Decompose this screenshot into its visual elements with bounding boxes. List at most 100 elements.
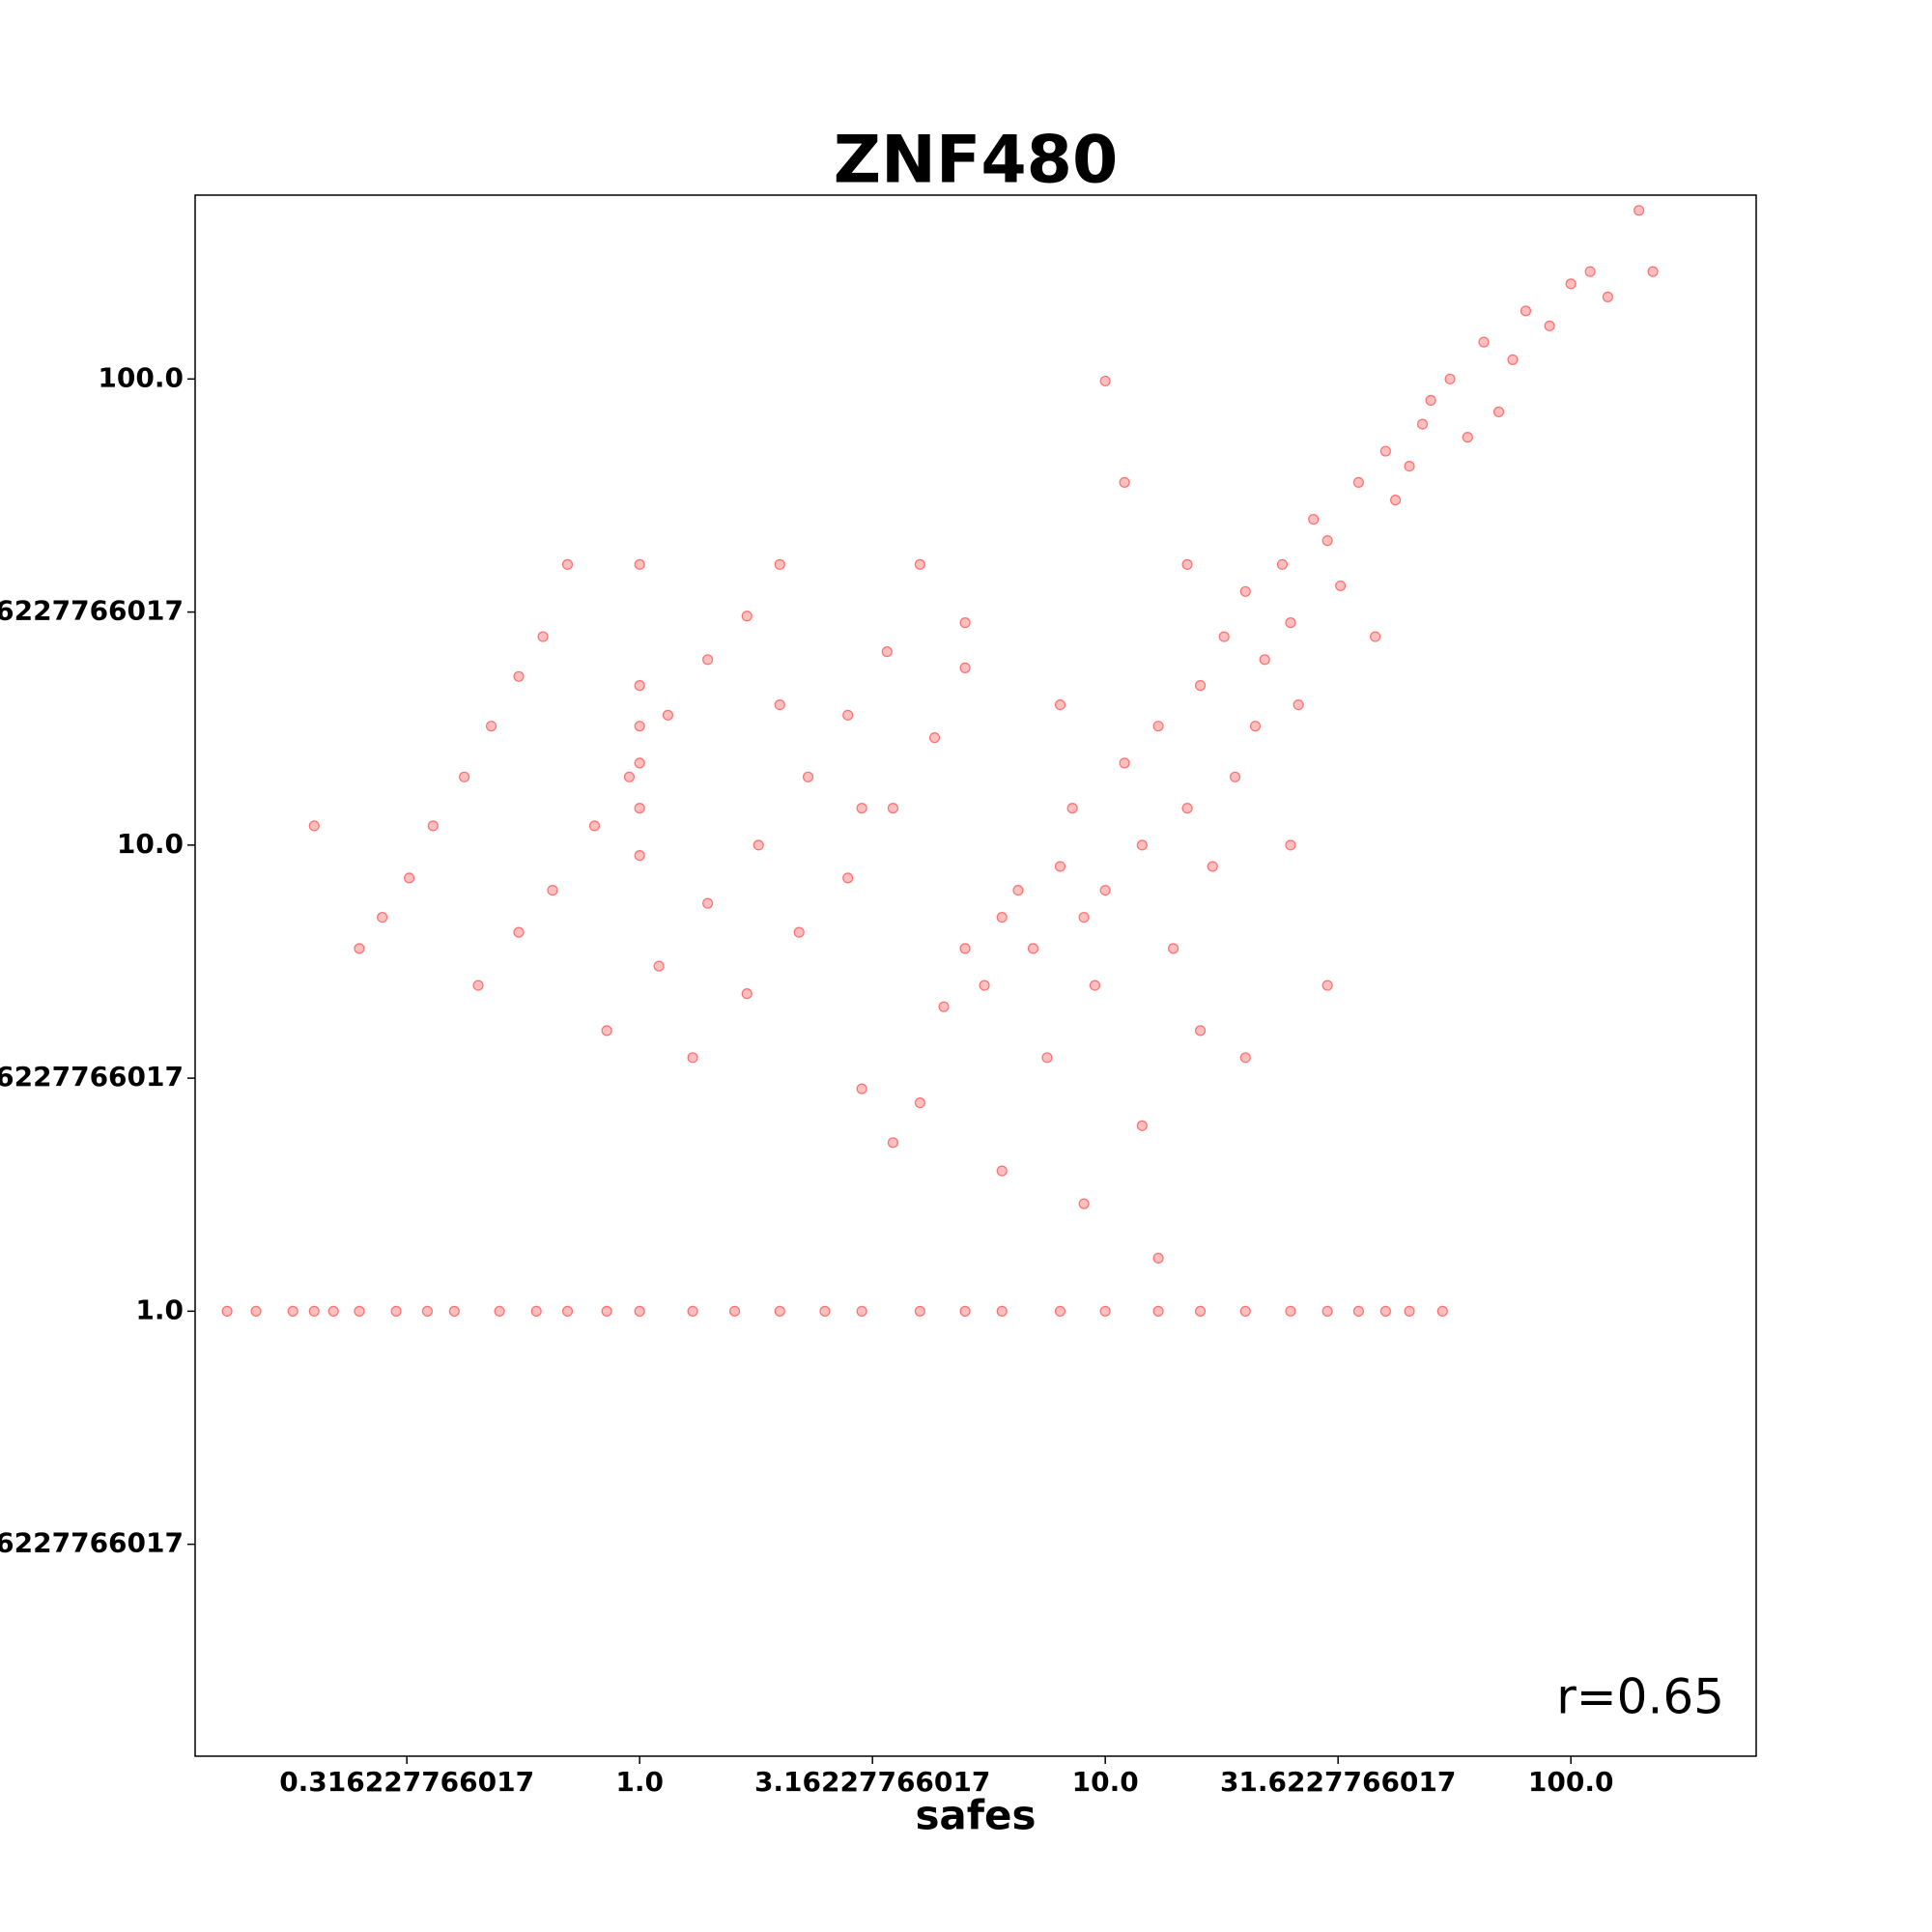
scatter-point xyxy=(1099,885,1111,896)
scatter-point xyxy=(959,662,971,673)
scatter-point xyxy=(856,1305,867,1317)
scatter-point xyxy=(1544,320,1555,331)
scatter-point xyxy=(1565,278,1577,290)
scatter-point xyxy=(1168,943,1179,954)
scatter-point xyxy=(221,1305,233,1317)
x-tick-label: 1.0 xyxy=(615,1766,664,1798)
scatter-point xyxy=(1370,631,1381,642)
scatter-point xyxy=(421,1305,434,1317)
scatter-point xyxy=(1239,1052,1251,1064)
scatter-point xyxy=(1194,680,1207,692)
scatter-point xyxy=(959,617,971,629)
scatter-point xyxy=(485,721,497,732)
scatter-point xyxy=(653,960,665,972)
scatter-point xyxy=(561,1305,574,1317)
scatter-point xyxy=(887,1137,899,1149)
scatter-point xyxy=(1478,336,1490,348)
y-tick-label: 10.0 xyxy=(117,828,184,860)
scatter-point xyxy=(774,558,785,570)
x-tick-label: 0.316227766017 xyxy=(279,1766,534,1798)
correlation-annotation: r=0.65 xyxy=(1556,1669,1724,1725)
scatter-point xyxy=(1041,1052,1053,1064)
scatter-point xyxy=(1404,1305,1415,1317)
scatter-point xyxy=(1425,394,1436,407)
scatter-point xyxy=(308,1305,320,1317)
scatter-point xyxy=(634,849,645,862)
scatter-point xyxy=(996,911,1008,923)
scatter-point xyxy=(1089,980,1101,991)
scatter-point xyxy=(1181,558,1193,570)
scatter-point xyxy=(1647,266,1659,277)
scatter-point xyxy=(354,1305,365,1317)
scatter-point xyxy=(1285,1305,1296,1317)
scatter-point xyxy=(1285,839,1296,851)
scatter-point xyxy=(856,803,867,814)
scatter-point xyxy=(1379,445,1391,457)
scatter-point xyxy=(1259,654,1270,666)
scatter-point xyxy=(1054,1305,1066,1317)
scatter-point xyxy=(662,709,674,721)
scatter-point xyxy=(1152,1252,1164,1264)
scatter-point xyxy=(996,1165,1008,1177)
scatter-point xyxy=(327,1305,339,1317)
scatter-point xyxy=(390,1305,402,1317)
scatter-point xyxy=(513,670,525,682)
scatter-point xyxy=(1389,495,1402,506)
scatter-point xyxy=(513,926,525,938)
scatter-point xyxy=(1099,375,1111,387)
scatter-point xyxy=(623,771,636,782)
y-tick-label: 100.0 xyxy=(98,361,184,393)
scatter-point xyxy=(702,654,714,666)
scatter-point xyxy=(1078,1198,1090,1209)
scatter-point xyxy=(1335,580,1347,592)
scatter-point xyxy=(1194,1305,1207,1317)
scatter-point xyxy=(1229,771,1241,782)
scatter-point xyxy=(634,721,645,732)
scatter-point xyxy=(979,980,990,991)
chart-title: ZNF480 xyxy=(834,123,1119,199)
scatter-point xyxy=(842,872,854,884)
scatter-point xyxy=(494,1305,505,1317)
scatter-point xyxy=(1239,585,1251,597)
scatter-point xyxy=(1066,803,1078,814)
scatter-point xyxy=(634,803,645,814)
scatter-point xyxy=(1462,432,1473,443)
scatter-point xyxy=(1444,373,1456,384)
scatter-point xyxy=(601,1305,612,1317)
scatter-point xyxy=(1507,354,1519,365)
scatter-point xyxy=(287,1305,298,1317)
scatter-point xyxy=(1194,1025,1207,1037)
y-tick-label: 31.6227766017 xyxy=(0,595,184,627)
scatter-point xyxy=(530,1305,542,1317)
scatter-point xyxy=(1027,943,1039,954)
scatter-point xyxy=(728,1305,741,1317)
scatter-point xyxy=(938,1001,950,1012)
scatter-point xyxy=(1207,861,1218,872)
scatter-point xyxy=(354,943,365,954)
scatter-point xyxy=(1379,1305,1391,1317)
scatter-point xyxy=(1012,885,1024,896)
scatter-point xyxy=(687,1305,698,1317)
scatter-point xyxy=(687,1052,698,1064)
y-tick-label: 1.0 xyxy=(135,1293,184,1325)
scatter-point xyxy=(250,1305,262,1317)
y-tick-label: 3.16227766017 xyxy=(0,1061,184,1093)
scatter-point xyxy=(308,820,320,832)
scatter-point xyxy=(959,1305,971,1317)
scatter-point xyxy=(1352,1305,1365,1317)
scatter-point xyxy=(774,1305,785,1317)
scatter-point xyxy=(856,1083,867,1094)
scatter-point xyxy=(427,820,439,832)
scatter-point xyxy=(547,885,558,896)
scatter-point xyxy=(1634,205,1645,216)
scatter-point xyxy=(1152,1305,1164,1317)
scatter-point xyxy=(914,1096,925,1109)
scatter-point xyxy=(601,1025,612,1037)
scatter-point xyxy=(1416,418,1429,430)
scatter-point xyxy=(1119,476,1130,488)
plot-frame xyxy=(194,194,1757,1757)
y-tick-label: 0.316227766017 xyxy=(0,1527,184,1559)
scatter-point xyxy=(914,1305,925,1317)
scatter-point xyxy=(634,558,645,570)
